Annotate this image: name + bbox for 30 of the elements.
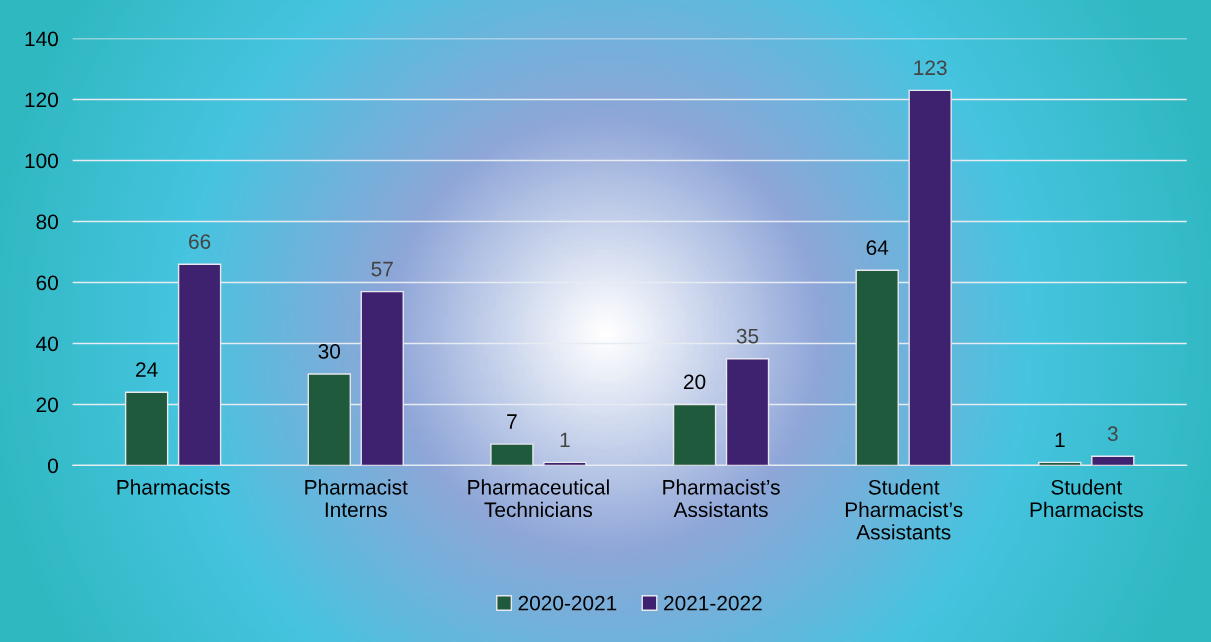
data-label: 30 xyxy=(318,343,341,359)
y-tick-label: 0 xyxy=(48,458,58,474)
x-tick-label: Pharmacists xyxy=(117,479,230,495)
data-label: 66 xyxy=(189,234,211,249)
y-tick-label: 40 xyxy=(36,336,58,352)
data-label: 123 xyxy=(914,60,947,76)
data-label: 35 xyxy=(736,328,759,344)
x-tick-label: Pharmaceutical Technicians xyxy=(468,479,609,518)
x-tick-label: Student Pharmacists xyxy=(1030,479,1143,518)
data-label: 7 xyxy=(507,414,517,429)
data-label: 1 xyxy=(560,432,570,447)
data-label: 24 xyxy=(136,362,158,377)
x-tick-label: Student Pharmacist’s Assistants xyxy=(845,479,963,540)
y-tick-label: 20 xyxy=(36,397,58,413)
data-label: 1 xyxy=(1055,432,1065,447)
y-tick-label: 120 xyxy=(25,92,58,108)
data-label: 57 xyxy=(371,261,393,277)
x-tick-label: Pharmacist’s Assistants xyxy=(663,479,780,518)
y-tick-label: 80 xyxy=(36,214,58,230)
y-tick-label: 140 xyxy=(25,31,58,47)
data-label: 20 xyxy=(684,374,706,390)
data-label: 3 xyxy=(1107,426,1118,442)
legend-label: 2021-2022 xyxy=(664,595,762,611)
legend-label: 2020-2021 xyxy=(518,595,617,611)
bar xyxy=(1091,455,1135,466)
x-tick-label: Pharmacist Interns xyxy=(305,479,408,518)
data-label: 64 xyxy=(866,240,889,256)
y-tick-label: 100 xyxy=(25,153,58,169)
bar xyxy=(490,443,534,466)
y-tick-label: 60 xyxy=(36,275,58,291)
